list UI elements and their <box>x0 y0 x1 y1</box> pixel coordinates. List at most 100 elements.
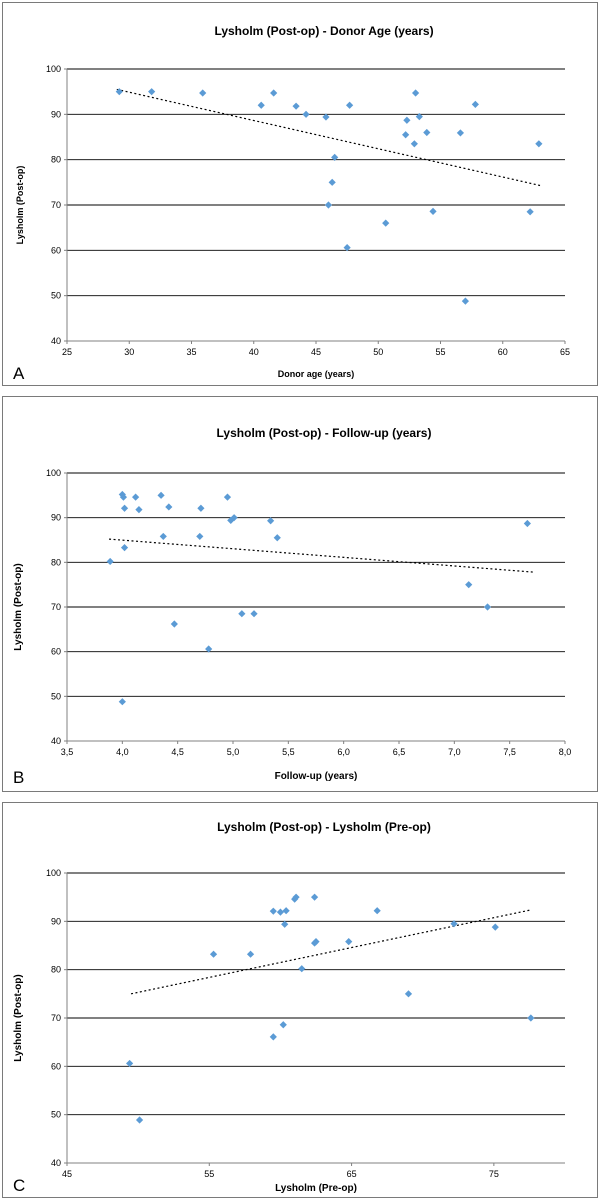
data-point <box>461 297 469 305</box>
data-point <box>483 603 492 611</box>
data-point <box>328 178 336 186</box>
y-tick-label: 50 <box>51 291 61 301</box>
data-point <box>196 532 204 541</box>
x-tick-label: 60 <box>498 347 508 357</box>
x-tick-label: 30 <box>124 347 134 357</box>
data-point <box>343 244 351 252</box>
data-point <box>197 504 205 512</box>
data-point <box>322 113 330 121</box>
chart-a: 40 50 60 70 80 90 100 25 30 35 40 45 50 55 60 65 Lysholm… <box>13 24 570 383</box>
chart-panel-b: 40 50 60 70 80 90 100 3,5 4,0 4,5 5,0 5,5 6,0 6,5 7,0 7… <box>2 396 598 792</box>
x-tick-label: 25 <box>62 347 72 357</box>
data-point <box>238 610 246 618</box>
data-point <box>526 208 534 216</box>
data-point <box>450 920 458 928</box>
y-tick-label: 50 <box>51 691 61 701</box>
data-point <box>527 1014 535 1022</box>
y-tick-label: 70 <box>51 200 61 210</box>
trendline <box>109 538 535 573</box>
chart-title: Lysholm (Post-op) - Lysholm (Pre-op) <box>217 820 431 834</box>
x-tick-label: 6,5 <box>393 747 406 757</box>
panel-label: C <box>13 1176 25 1195</box>
x-tick-label: 4,0 <box>116 747 129 757</box>
x-tick-label: 65 <box>560 347 570 357</box>
y-tick-label: 80 <box>51 557 61 567</box>
x-tick-label: 65 <box>347 1169 357 1179</box>
y-axis-label: Lysholm (Post-op) <box>15 166 25 245</box>
data-point <box>246 950 255 958</box>
data-point <box>227 516 235 524</box>
data-point <box>120 543 129 552</box>
x-tick-label: 3,5 <box>61 747 74 757</box>
data-point <box>298 965 306 973</box>
trendline <box>130 909 530 995</box>
data-point <box>404 990 413 998</box>
data-point <box>471 100 479 108</box>
y-tick-label: 90 <box>51 513 61 523</box>
x-axis-label: Follow-up (years) <box>275 771 358 782</box>
data-point <box>281 920 289 928</box>
data-point <box>456 129 465 137</box>
y-tick-label: 100 <box>46 468 61 478</box>
data-point <box>276 908 285 916</box>
data-point <box>373 907 381 915</box>
data-point <box>250 610 258 618</box>
panel-label: A <box>13 364 25 383</box>
x-tick-label: 7,5 <box>503 747 516 757</box>
data-point <box>120 504 129 512</box>
data-point <box>465 581 473 589</box>
y-tick-label: 60 <box>51 1061 61 1071</box>
data-point <box>165 503 173 511</box>
data-point <box>170 620 178 628</box>
data-point <box>269 1033 277 1041</box>
data-point <box>412 89 420 97</box>
data-point <box>159 532 167 541</box>
data-point <box>410 140 418 148</box>
x-tick-label: 55 <box>435 347 445 357</box>
data-point <box>199 89 207 97</box>
data-point <box>270 89 278 97</box>
x-axis-label: Lysholm (Pre-op) <box>275 1183 357 1194</box>
data-point <box>331 153 339 161</box>
y-tick-label: 80 <box>51 965 61 975</box>
y-tick-label: 60 <box>51 245 61 255</box>
data-point <box>273 534 281 542</box>
data-point <box>403 116 411 124</box>
data-point <box>523 519 531 528</box>
data-point <box>324 201 333 209</box>
y-tick-label: 40 <box>51 336 61 346</box>
y-tick-label: 90 <box>51 916 61 926</box>
x-tick-label: 7,0 <box>448 747 461 757</box>
y-tick-label: 70 <box>51 1013 61 1023</box>
data-point <box>279 1021 287 1029</box>
data-point <box>135 506 143 514</box>
chart-panel-c: 40 50 60 70 80 90 100 45 55 65 75 Lysholm (Post-op)… <box>2 802 598 1198</box>
panel-label: B <box>13 768 24 787</box>
data-point <box>423 128 431 137</box>
data-point <box>119 493 128 501</box>
y-axis-label: Lysholm (Post-op) <box>13 563 24 650</box>
data-point <box>115 88 123 96</box>
x-tick-label: 4,5 <box>171 747 184 757</box>
x-tick-label: 5,0 <box>227 747 240 757</box>
x-tick-label: 40 <box>249 347 259 357</box>
data-point <box>302 110 310 118</box>
x-tick-label: 50 <box>373 347 383 357</box>
chart-panel-a: 40 50 60 70 80 90 100 25 30 35 40 45 50 55 60 65 Lysholm… <box>2 2 598 386</box>
data-point <box>118 698 126 706</box>
y-tick-label: 100 <box>46 868 61 878</box>
x-tick-label: 5,5 <box>282 747 295 757</box>
data-point <box>106 557 114 566</box>
data-point <box>382 219 390 227</box>
x-tick-label: 75 <box>489 1169 499 1179</box>
x-tick-label: 45 <box>62 1169 72 1179</box>
data-point <box>209 950 218 958</box>
x-tick-label: 45 <box>311 347 321 357</box>
data-point <box>223 493 232 501</box>
data-point <box>346 101 354 109</box>
y-axis-label: Lysholm (Post-op) <box>13 974 24 1061</box>
y-tick-label: 60 <box>51 647 61 657</box>
y-tick-label: 40 <box>51 736 61 746</box>
data-point <box>429 207 437 215</box>
x-axis-label: Donor age (years) <box>278 369 355 379</box>
